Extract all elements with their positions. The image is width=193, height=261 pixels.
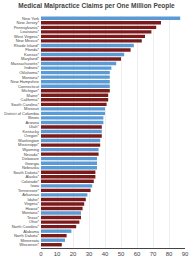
svg-text:Utah*: Utah* [29, 124, 39, 129]
svg-text:Missouri: Missouri [24, 106, 39, 111]
svg-text:West Virginia*: West Virginia* [14, 34, 39, 39]
svg-text:40: 40 [102, 251, 109, 257]
svg-text:Idaho*: Idaho* [27, 197, 39, 202]
svg-text:South Dakota*: South Dakota* [13, 170, 39, 175]
svg-text:California*: California* [21, 97, 40, 102]
svg-text:Arkansas: Arkansas [22, 192, 39, 197]
svg-text:Colorado*: Colorado* [21, 179, 39, 184]
svg-text:New Hampshire: New Hampshire [11, 79, 40, 84]
svg-text:Wisconsin*: Wisconsin* [19, 242, 39, 247]
svg-text:Michigan*: Michigan* [21, 88, 39, 93]
svg-text:New Mexico*: New Mexico* [16, 38, 40, 43]
svg-text:70: 70 [150, 251, 157, 257]
svg-text:Oklahoma*: Oklahoma* [19, 70, 39, 75]
svg-text:Alabama: Alabama [23, 229, 40, 234]
svg-text:80: 80 [166, 251, 173, 257]
svg-text:20: 20 [70, 251, 77, 257]
svg-text:Montana*: Montana* [22, 210, 40, 215]
svg-text:North Dakota*: North Dakota* [14, 233, 40, 238]
svg-text:Texas*: Texas* [27, 215, 39, 220]
svg-text:Wyoming: Wyoming [22, 147, 39, 152]
svg-text:South Carolina*: South Carolina* [11, 102, 39, 107]
svg-text:Minnesota: Minnesota [21, 238, 40, 243]
svg-text:Rhode Island*: Rhode Island* [14, 43, 40, 48]
svg-text:District of Columbia: District of Columbia [4, 111, 39, 116]
svg-text:Louisiana*: Louisiana* [20, 29, 39, 34]
svg-text:10: 10 [54, 251, 61, 257]
svg-text:Hawaii*: Hawaii* [25, 206, 39, 211]
svg-text:Arizona: Arizona [25, 120, 39, 125]
svg-text:Delaware: Delaware [22, 156, 40, 161]
svg-text:Virginia*: Virginia* [24, 201, 39, 206]
svg-text:Tennessee*: Tennessee* [18, 188, 39, 193]
svg-text:90: 90 [182, 251, 189, 257]
svg-text:Ohio*: Ohio* [29, 219, 39, 224]
svg-text:60: 60 [134, 251, 141, 257]
svg-text:30: 30 [86, 251, 93, 257]
svg-text:Medical Malpractice Claims per: Medical Malpractice Claims per One Milli… [18, 2, 175, 10]
svg-text:Maine*: Maine* [27, 93, 40, 98]
svg-text:Kentucky: Kentucky [23, 129, 39, 134]
svg-text:New Jersey*: New Jersey* [17, 20, 40, 25]
svg-text:Nevada*: Nevada* [24, 152, 40, 157]
svg-text:Mississippi*: Mississippi* [18, 142, 39, 147]
svg-text:Georgia: Georgia [25, 161, 40, 166]
svg-text:Pennsylvania*: Pennsylvania* [14, 25, 40, 30]
svg-text:Alaska*: Alaska* [25, 174, 39, 179]
svg-text:Maryland*: Maryland* [21, 56, 39, 61]
svg-text:New York: New York [22, 16, 39, 21]
svg-text:Oregon*: Oregon* [24, 133, 39, 138]
svg-text:Nebraska: Nebraska [22, 165, 40, 170]
svg-text:Kansas*: Kansas* [24, 52, 39, 57]
svg-text:North Carolina*: North Carolina* [12, 224, 40, 229]
svg-text:50: 50 [118, 251, 125, 257]
svg-text:Connecticut: Connecticut [18, 84, 40, 89]
svg-text:Montana*: Montana* [22, 75, 40, 80]
svg-text:Illinois: Illinois [28, 115, 39, 120]
svg-text:Iowa: Iowa [31, 183, 40, 188]
svg-text:Washington: Washington [18, 138, 39, 143]
svg-text:Massachusetts*: Massachusetts* [11, 61, 40, 66]
svg-text:Florida*: Florida* [25, 47, 39, 52]
svg-text:0: 0 [39, 251, 43, 257]
svg-text:Indiana*: Indiana* [24, 65, 39, 70]
